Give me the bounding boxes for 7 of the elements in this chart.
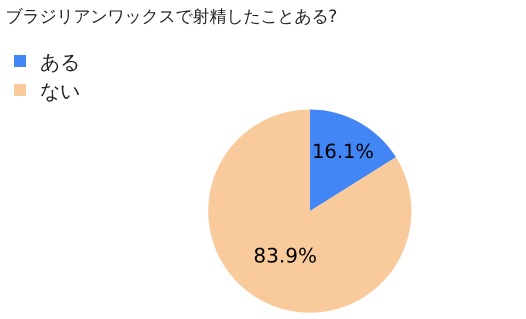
chart-title: ブラジリアンワックスで射精したことある?: [5, 6, 338, 27]
data-label: 16.1%: [312, 140, 374, 164]
legend-label: ない: [40, 78, 80, 103]
pie-slice: [310, 109, 396, 212]
data-label: 83.9%: [253, 244, 317, 268]
pie-slice: [208, 109, 412, 313]
legend-label: ある: [40, 50, 80, 74]
